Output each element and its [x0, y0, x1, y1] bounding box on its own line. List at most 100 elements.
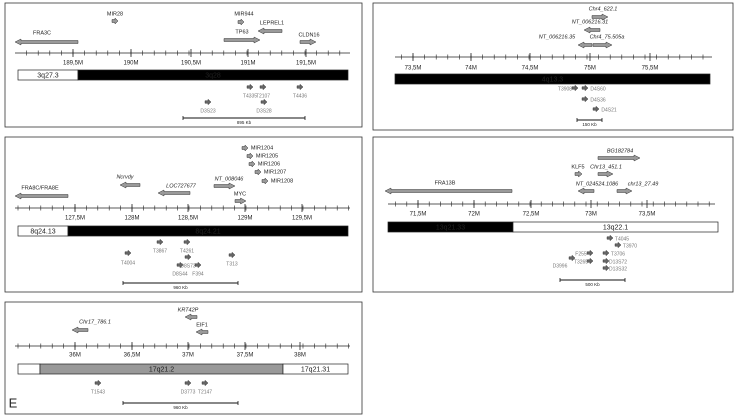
band-label: 8q24.21 — [195, 228, 220, 235]
marker-label: D4S21 — [601, 107, 617, 113]
gene-label: MIR1205 — [256, 153, 278, 159]
tick-label: 37,5M — [237, 353, 254, 359]
gene-arrow — [119, 181, 141, 189]
panel-border — [4, 301, 363, 415]
gene-arrow — [71, 326, 89, 334]
tick-label: 128,5M — [178, 216, 198, 222]
gene-label: chr13_27.49 — [628, 181, 659, 187]
gene-arrow — [299, 38, 317, 46]
marker-icon — [94, 379, 102, 387]
gene-arrow — [592, 41, 613, 49]
panel-border — [372, 2, 734, 131]
marker-icon — [124, 249, 132, 257]
marker-label: D4S60 — [590, 86, 606, 92]
marker-icon — [592, 105, 600, 113]
band — [17, 363, 41, 375]
marker-label: T3867 — [153, 248, 167, 254]
gene-label: EIF1 — [196, 322, 208, 328]
gene-label: FRA3C — [33, 30, 51, 36]
marker-label: T3908 — [558, 86, 572, 92]
gene-arrow — [384, 187, 513, 195]
gene-arrow — [246, 152, 254, 160]
marker-label: D3S23 — [200, 108, 216, 114]
marker-label: D13S32 — [609, 266, 627, 272]
tick-label: 129M — [237, 216, 252, 222]
marker-icon — [246, 83, 254, 91]
gene-arrow — [254, 168, 262, 176]
marker-icon — [259, 83, 267, 91]
panel: 127,5M 128M 128,5M 129M 129,5M 8q24.13 8q24.21… — [4, 136, 363, 293]
tick-label: 73M — [585, 212, 597, 218]
tick-label: 75M — [584, 66, 596, 72]
gene-arrow — [616, 187, 633, 195]
gene-label: Chr4_622.1 — [589, 6, 618, 12]
marker-icon — [176, 261, 184, 269]
gene-label: MIR1206 — [258, 161, 280, 167]
gene-label: MIR28 — [107, 11, 123, 17]
gene-label: NT_006216.31 — [572, 19, 608, 25]
marker-icon — [184, 379, 192, 387]
marker-label: T313 — [226, 261, 238, 267]
panel: 36M 36,5M 37M 37,5M 38M 17q21.2 17q21.31 KRT42P… — [4, 301, 363, 415]
tick-label: 128M — [124, 216, 139, 222]
tick-label: 74M — [465, 66, 477, 72]
gene-label: KLF5 — [571, 164, 584, 170]
tick-label: 74,5M — [522, 66, 539, 72]
gene-arrow — [257, 27, 283, 35]
gene-label: BG182784 — [607, 148, 633, 154]
tick-label: 191,5M — [296, 61, 316, 67]
tick-label: 73,5M — [639, 212, 656, 218]
panel-border — [372, 136, 734, 293]
gene-label: LEPREL1 — [260, 20, 284, 26]
gene-arrow — [14, 38, 79, 46]
scale-label: 500 Kb — [585, 282, 600, 287]
band-label: 3q27.3 — [37, 72, 59, 79]
band-label: 13q21.33 — [436, 224, 465, 231]
gene-arrow — [597, 154, 641, 162]
gene-label: MYC — [234, 191, 246, 197]
marker-label: T3265 — [574, 259, 588, 265]
marker-icon — [581, 95, 589, 103]
panel: 71,5M 72M 72,5M 73M 73,5M 13q21.33 13q22.1 BG18… — [372, 136, 734, 293]
marker-label: T2107 — [256, 93, 270, 99]
gene-arrow — [234, 197, 247, 205]
marker-icon — [571, 84, 579, 92]
marker-label: F255 — [575, 251, 587, 257]
band-label: 4q13.3 — [542, 76, 564, 83]
tick-label: 190,5M — [181, 61, 201, 67]
gene-label: NT_008046 — [215, 176, 245, 182]
marker-label: D8S44 — [172, 271, 188, 277]
marker-icon — [602, 257, 610, 265]
marker-icon — [586, 257, 594, 265]
tick-label: 190M — [123, 61, 138, 67]
marker-label: T3970 — [623, 243, 637, 249]
panel-letter: E — [9, 395, 18, 410]
tick-label: 129,5M — [292, 216, 312, 222]
tick-label: 38M — [294, 353, 306, 359]
scale-label: 960 Kb — [173, 405, 188, 410]
marker-icon — [184, 253, 192, 261]
marker-icon — [581, 84, 589, 92]
gene-arrow — [14, 192, 69, 200]
marker-icon — [602, 249, 610, 257]
gene-arrow — [577, 41, 593, 49]
gene-label: MIR944 — [234, 11, 253, 17]
scale-label: 960 Kb — [173, 285, 188, 290]
gene-label: FRA8C/FRA8E — [21, 185, 59, 191]
gene-arrow — [248, 160, 256, 168]
band — [67, 225, 349, 237]
band-label: 17q21.31 — [301, 366, 330, 373]
gene-arrow — [583, 26, 601, 34]
gene-arrow — [261, 177, 269, 185]
gene-arrow — [237, 18, 245, 26]
tick-label: 189,5M — [63, 61, 83, 67]
gene-label: NT_006216.35 — [539, 34, 576, 40]
marker-icon — [260, 98, 268, 106]
marker-label: D8S73 — [180, 263, 196, 269]
gene-arrow — [184, 313, 198, 321]
gene-arrow — [195, 328, 209, 336]
marker-label: D13S72 — [609, 259, 627, 265]
marker-label: T2147 — [198, 389, 212, 395]
tick-label: 71,5M — [410, 212, 427, 218]
